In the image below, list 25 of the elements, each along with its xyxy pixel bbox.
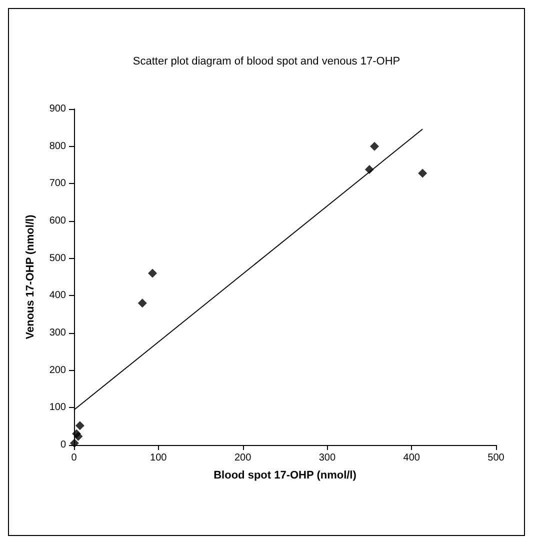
- point: [74, 432, 83, 441]
- y-tick-label: 800: [49, 140, 66, 152]
- point: [148, 268, 157, 278]
- x-axis-title: Blood spot 17-OHP (nmol/l): [214, 470, 357, 482]
- y-tick-label: 0: [60, 440, 66, 450]
- y-axis-title: Venous 17-OHP (nmol/l): [24, 214, 36, 340]
- y-tick-label: 500: [49, 252, 66, 264]
- y-tick-label: 200: [49, 364, 66, 376]
- y-tick-label: 400: [49, 290, 66, 302]
- y-tick-label: 100: [49, 402, 66, 414]
- y-tick-label: 900: [49, 104, 66, 114]
- x-tick-label: 100: [150, 452, 168, 464]
- x-tick-label: 400: [403, 452, 420, 464]
- y-tick-label: 600: [49, 216, 66, 226]
- point: [75, 421, 84, 430]
- y-tick-label: 700: [49, 178, 66, 190]
- point: [138, 298, 147, 308]
- x-tick-label: 0: [71, 452, 78, 464]
- y-tick-label: 300: [49, 328, 66, 338]
- point: [418, 168, 428, 178]
- chart-title: Scatter plot diagram of blood spot and venous 17-OHP: [132, 56, 400, 68]
- x-tick-label: 200: [234, 452, 252, 464]
- x-tick-label: 300: [318, 452, 336, 464]
- point: [370, 142, 379, 151]
- x-tick-label: 500: [488, 452, 505, 464]
